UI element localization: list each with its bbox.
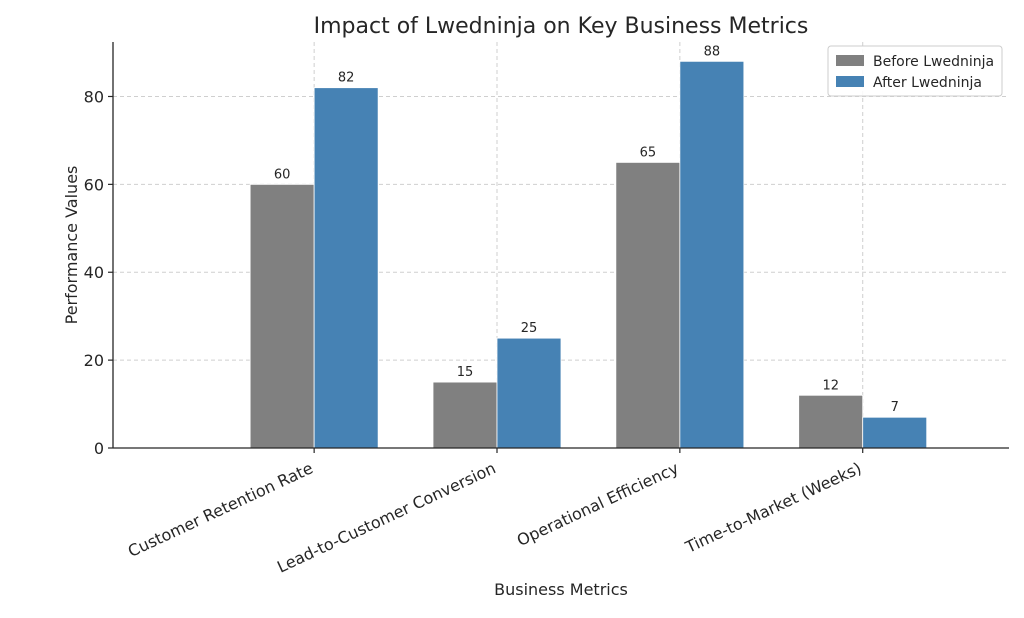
data-label: 12 [822, 378, 839, 393]
bar-before [798, 394, 864, 449]
legend-label: After Lwedninja [873, 75, 982, 91]
bar-after [313, 87, 379, 449]
x-axis-label: Business Metrics [494, 580, 628, 599]
chart-title: Impact of Lwedninja on Key Business Metr… [314, 14, 809, 39]
bar-after [679, 60, 745, 449]
data-label: 60 [274, 167, 291, 182]
data-label: 88 [704, 44, 721, 59]
legend-label: Before Lwedninja [873, 54, 994, 70]
y-axis-label: Performance Values [62, 166, 81, 325]
x-tick-label: Time-to-Market (Weeks) [682, 458, 865, 557]
legend-swatch [836, 55, 864, 66]
data-label: 82 [338, 71, 355, 86]
bar-before [249, 183, 315, 449]
bars-layer [249, 60, 928, 449]
y-tick-label: 40 [84, 263, 104, 282]
x-tick-label: Operational Efficiency [514, 458, 682, 550]
data-label: 25 [521, 321, 538, 336]
y-tick-label: 20 [84, 351, 104, 370]
data-label: 15 [457, 365, 474, 380]
y-tick-label: 80 [84, 87, 104, 106]
bar-after [496, 337, 562, 449]
y-tick-label: 60 [84, 175, 104, 194]
y-tick-label: 0 [94, 439, 104, 458]
legend: Before Lwedninja After Lwedninja [827, 45, 1003, 97]
bar-after [862, 416, 928, 449]
data-label: 65 [640, 145, 657, 160]
x-tick-label: Customer Retention Rate [125, 458, 316, 560]
bar-before [432, 381, 498, 449]
bar-before [615, 161, 681, 449]
data-label: 7 [891, 400, 899, 415]
legend-box [827, 45, 1003, 97]
data-labels-layer: 60 15 65 12 82 25 88 7 [274, 44, 899, 415]
legend-swatch [836, 76, 864, 87]
